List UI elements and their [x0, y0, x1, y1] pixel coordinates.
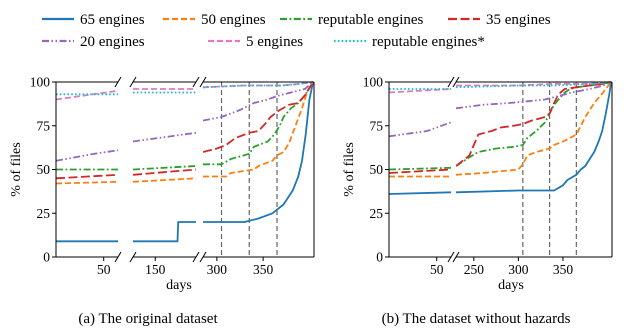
- axis-break-mark: [192, 251, 200, 263]
- series-line: [56, 173, 118, 180]
- y-tick-label: 75: [37, 118, 51, 133]
- x-tick-label: 350: [553, 262, 574, 277]
- series-line: [133, 168, 196, 176]
- series-line: [56, 180, 118, 185]
- series-line: [389, 168, 451, 174]
- series-line: [456, 81, 612, 176]
- legend-label: 20 engines: [80, 34, 145, 50]
- legend-label: 35 engines: [486, 12, 551, 28]
- chart-panel: 50 150 300 350 0 25 50 75 100 % of files days (a) T…: [9, 75, 315, 327]
- panel-caption: (b) The dataset without hazards: [382, 311, 571, 327]
- axis-break-mark: [447, 76, 455, 88]
- series-line: [203, 81, 314, 166]
- series-line: [389, 121, 451, 138]
- y-axis-label: % of files: [9, 142, 24, 196]
- y-tick-label: 0: [376, 250, 383, 265]
- y-tick-label: 0: [43, 250, 50, 265]
- y-tick-label: 50: [370, 162, 384, 177]
- axis-break-mark: [447, 251, 455, 263]
- legend-entry: 65 engines: [42, 12, 145, 28]
- series-line: [203, 81, 314, 89]
- axis-break-mark: [192, 76, 200, 88]
- x-axis-label: days: [166, 278, 192, 293]
- axis-break-mark: [114, 76, 122, 88]
- series-line: [389, 166, 451, 171]
- series-line: [389, 88, 451, 94]
- x-axis-label: days: [498, 278, 524, 293]
- series-line: [389, 191, 451, 195]
- legend-entry: 50 engines: [163, 12, 266, 28]
- series-line: [456, 81, 612, 110]
- series-line: [203, 81, 314, 178]
- series-line: [133, 177, 196, 183]
- legend-entry: 5 engines: [208, 34, 303, 50]
- axis-break-mark: [452, 251, 460, 263]
- axis-break-mark: [199, 76, 207, 88]
- x-tick-label: 150: [145, 262, 166, 277]
- legend-label: 65 engines: [80, 12, 145, 28]
- legend-entry: 35 engines: [448, 12, 551, 28]
- axis-break-mark: [129, 251, 137, 263]
- axis-break-mark: [199, 251, 207, 263]
- axis-break-mark: [129, 76, 137, 88]
- series-line: [203, 81, 314, 153]
- y-tick-label: 25: [37, 206, 51, 221]
- series-line: [203, 81, 314, 223]
- y-tick-label: 25: [370, 206, 384, 221]
- y-tick-label: 50: [37, 162, 51, 177]
- y-tick-label: 100: [363, 75, 384, 90]
- x-tick-label: 300: [207, 262, 228, 277]
- series-line: [133, 165, 196, 171]
- legend-label: reputable engines*: [372, 34, 485, 50]
- series-line: [203, 81, 314, 122]
- legend-label: 50 engines: [201, 12, 266, 28]
- legend-entry: reputable engines: [280, 12, 424, 28]
- y-axis-label: % of files: [342, 142, 357, 196]
- legend-entry: reputable engines*: [334, 34, 485, 50]
- series-line: [133, 131, 196, 143]
- series-line: [133, 221, 196, 243]
- panel-caption: (a) The original dataset: [78, 311, 218, 327]
- x-tick-label: 50: [97, 262, 111, 277]
- x-tick-label: 250: [464, 262, 485, 277]
- legend-label: reputable engines: [318, 12, 424, 28]
- axis-break-mark: [114, 251, 122, 263]
- chart-panel: 50 250 300 350 0 25 50 75 100 % of files days (b) T…: [342, 75, 613, 327]
- x-tick-label: 50: [430, 262, 444, 277]
- series-line: [456, 81, 612, 194]
- legend-label: 5 engines: [246, 34, 303, 50]
- y-tick-label: 100: [30, 75, 51, 90]
- axis-break-mark: [452, 76, 460, 88]
- y-tick-label: 75: [370, 118, 384, 133]
- x-tick-label: 350: [253, 262, 274, 277]
- series-line: [56, 149, 118, 162]
- series-line: [456, 81, 612, 89]
- legend-entry: 20 engines: [42, 34, 145, 50]
- x-tick-label: 300: [508, 262, 529, 277]
